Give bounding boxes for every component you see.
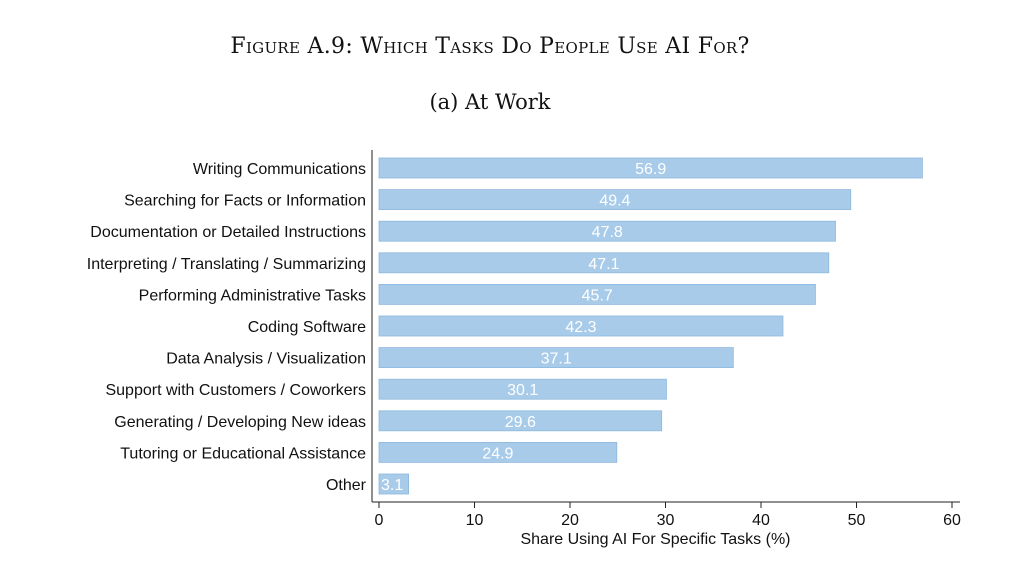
x-tick-label: 40 [752, 512, 770, 529]
category-label: Documentation or Detailed Instructions [90, 224, 366, 241]
value-label: 56.9 [635, 161, 666, 178]
x-tick-label: 50 [848, 512, 866, 529]
category-label: Generating / Developing New ideas [114, 414, 366, 431]
bars-group [378, 157, 923, 495]
figure-subtitle: (a) At Work [429, 90, 551, 114]
bar [378, 157, 923, 179]
value-label: 47.1 [588, 256, 619, 273]
x-tick-label: 30 [657, 512, 675, 529]
x-tick-label: 10 [466, 512, 484, 529]
category-label: Support with Customers / Coworkers [105, 382, 366, 399]
x-axis-title: Share Using AI For Specific Tasks (%) [520, 531, 790, 548]
bar [378, 473, 410, 495]
bar [378, 441, 618, 463]
category-label: Tutoring or Educational Assistance [120, 445, 366, 462]
value-label: 45.7 [582, 287, 613, 304]
bar [378, 189, 852, 211]
category-label: Interpreting / Translating / Summarizing [87, 256, 366, 273]
category-label: Writing Communications [193, 161, 366, 178]
x-ticks-group: 0 10 20 30 40 50 60 [375, 502, 961, 529]
x-tick-label: 20 [561, 512, 579, 529]
value-label: 49.4 [599, 193, 630, 210]
value-label: 42.3 [565, 319, 596, 336]
value-label: 37.1 [541, 351, 572, 368]
category-label: Other [326, 477, 367, 494]
category-label: Searching for Facts or Information [124, 193, 366, 210]
value-label: 30.1 [507, 382, 538, 399]
value-label: 3.1 [381, 477, 403, 494]
bar [378, 252, 830, 274]
x-tick-label: 60 [943, 512, 961, 529]
x-tick-label: 0 [375, 512, 384, 529]
bar [378, 410, 663, 432]
bar [378, 347, 734, 369]
value-label: 29.6 [505, 414, 536, 431]
value-labels-group: 56.9 49.4 47.8 47.1 45.7 42.3 37.130.1 29.6 24.9… [381, 161, 666, 494]
figure-title: Figure A.9: Which Tasks Do People Use AI… [230, 34, 750, 59]
bar [378, 283, 816, 305]
value-label: 24.9 [482, 445, 513, 462]
category-label: Performing Administrative Tasks [139, 287, 366, 304]
category-labels-group: Writing Communications Searching for Fact… [87, 161, 367, 494]
bar [378, 315, 784, 337]
category-label: Data Analysis / Visualization [166, 351, 366, 368]
value-label: 47.8 [592, 224, 623, 241]
bar [378, 378, 667, 400]
bar [378, 220, 836, 242]
category-label: Coding Software [248, 319, 366, 336]
